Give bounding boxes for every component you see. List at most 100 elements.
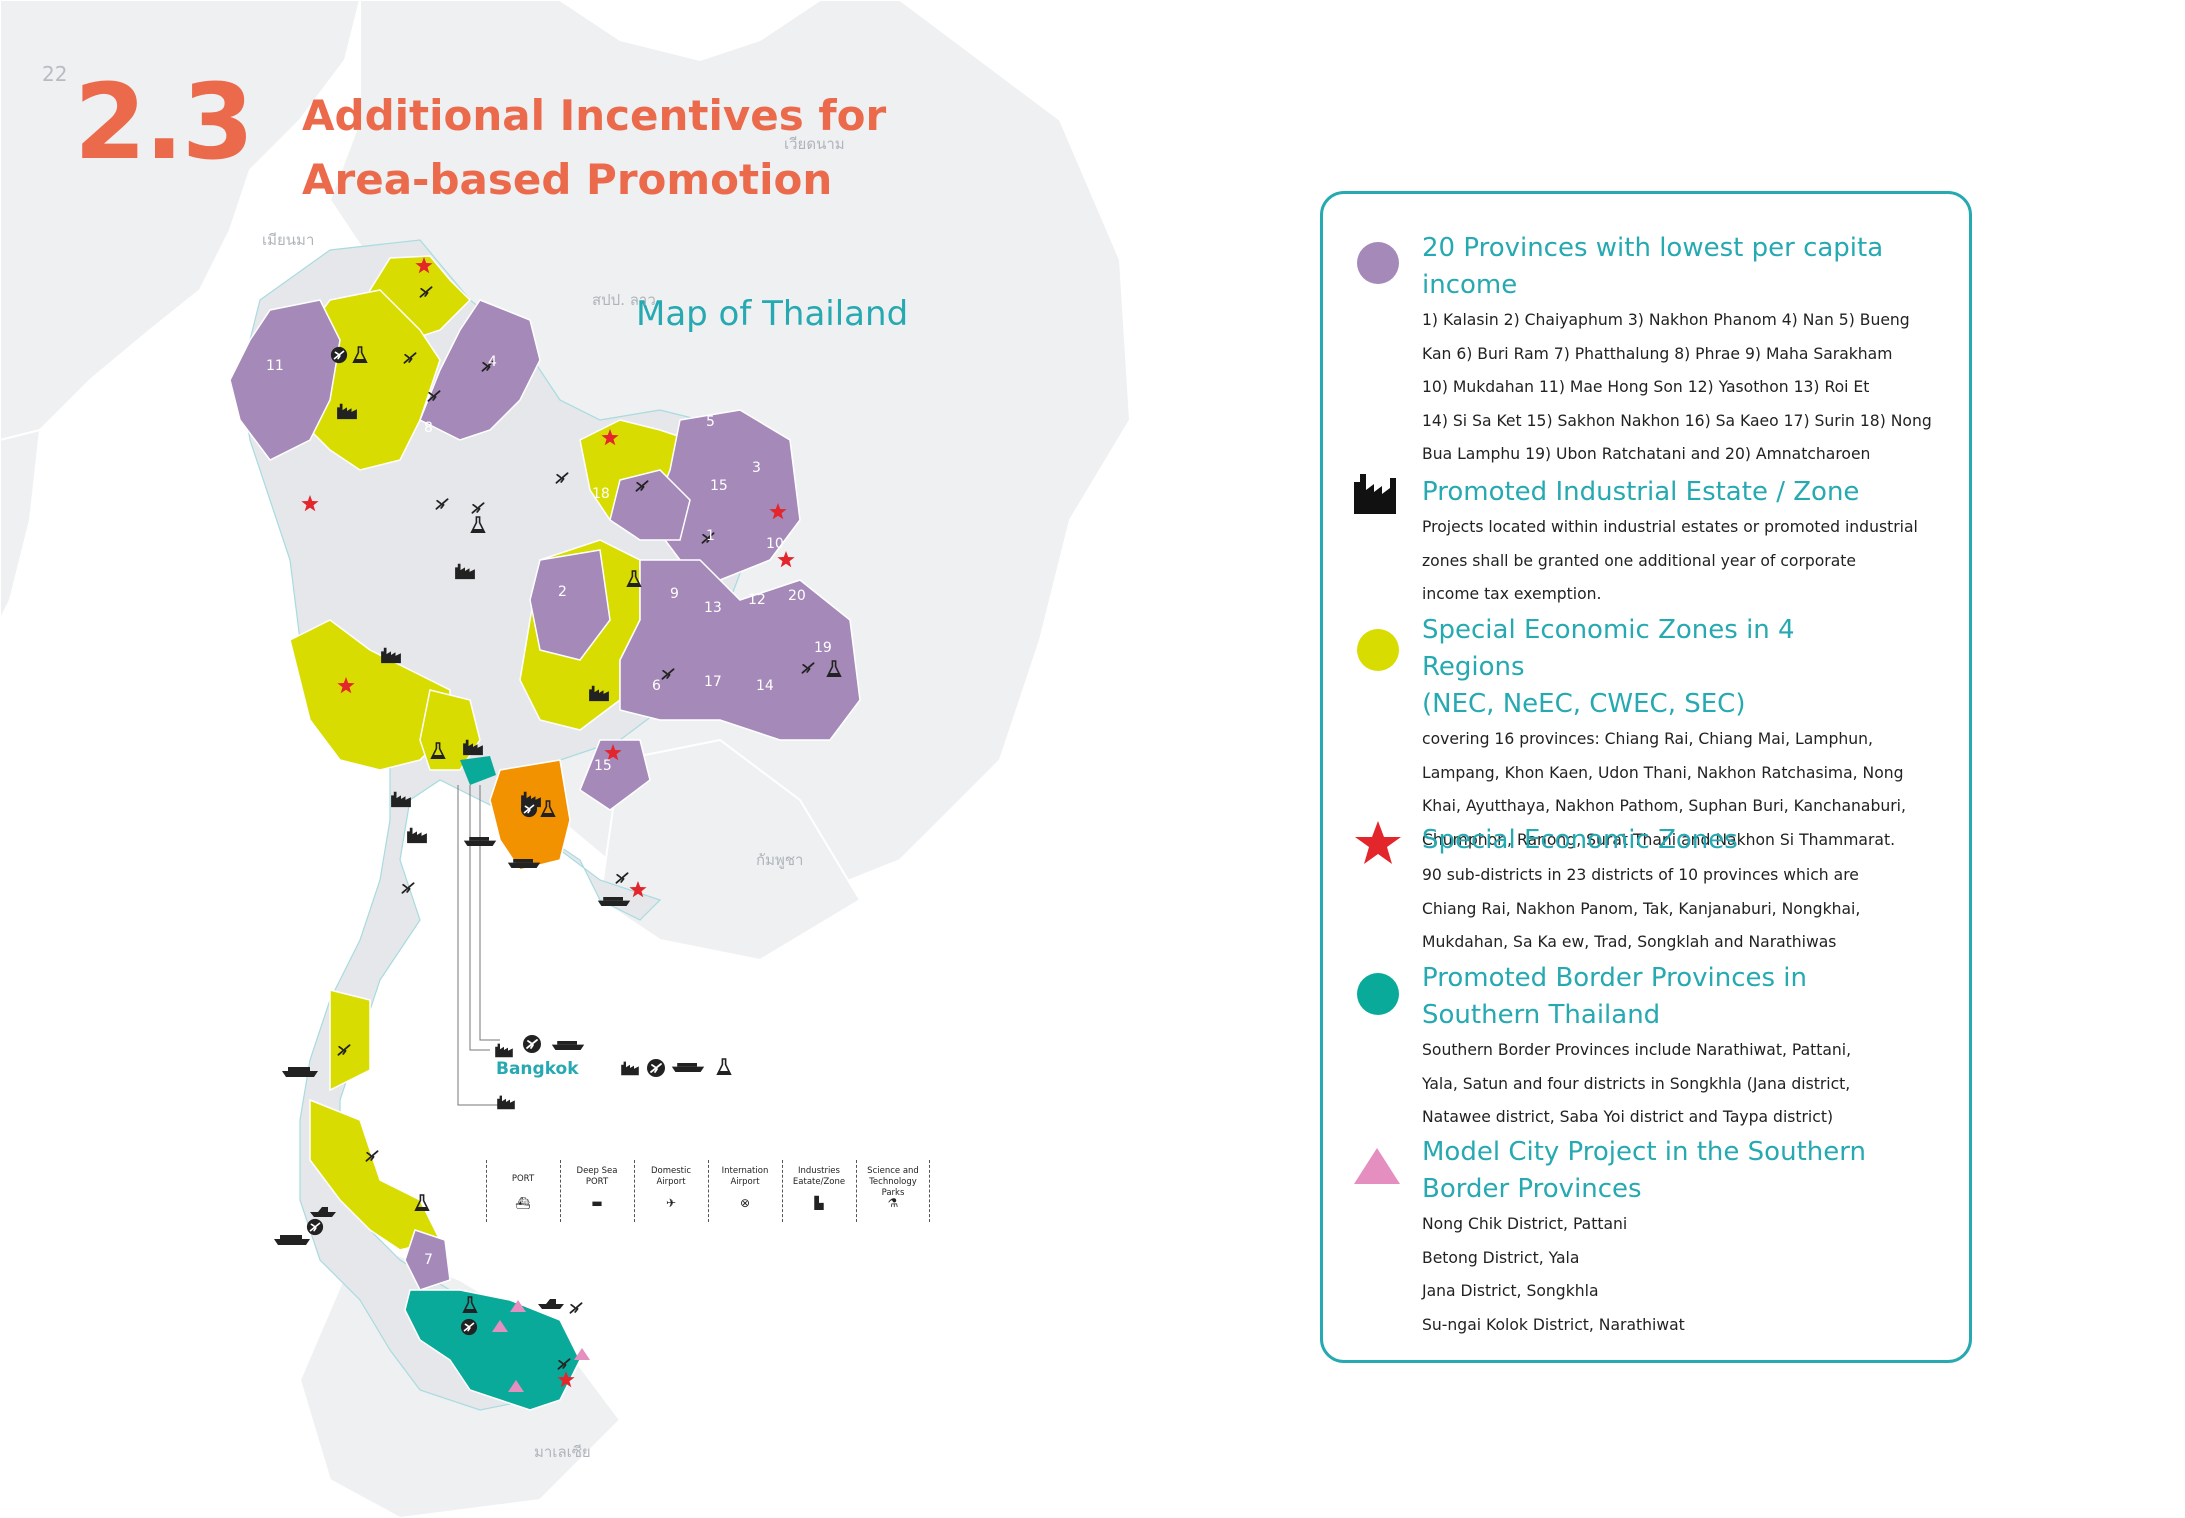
svg-text:18: 18	[592, 486, 610, 502]
section-title-line2: Area-based Promotion	[302, 155, 833, 204]
label-vietnam: เวียดนาม	[784, 135, 845, 153]
section-title: Additional Incentives for Area-based Pro…	[302, 84, 886, 212]
bangkok-region	[460, 756, 496, 785]
legend-text-line: Projects located within industrial estat…	[1422, 518, 1918, 536]
key-industrial: Industries Eatate/Zone ▙	[782, 1160, 855, 1222]
key-deep-sea-port: Deep Sea PORT ▬	[560, 1160, 633, 1222]
label-myanmar: เมียนมา	[262, 231, 315, 249]
legend-text-line: Jana District, Songkhla	[1422, 1282, 1599, 1300]
legend-border-provinces: Promoted Border Provinces in Southern Th…	[1422, 960, 1898, 1135]
legend-text-line: Su-ngai Kolok District, Narathiwat	[1422, 1315, 1685, 1334]
legend-text-line: zones shall be granted one additional ye…	[1422, 551, 1856, 570]
legend-text-line: Kan 6) Buri Ram 7) Phatthalung 8) Phrae …	[1422, 344, 1893, 363]
svg-text:15: 15	[710, 478, 728, 494]
svg-text:8: 8	[424, 420, 433, 436]
svg-text:4: 4	[488, 354, 497, 370]
legend-sez: Special Economic Zones 90 sub-districts …	[1422, 822, 1898, 960]
legend-lowest-income: 20 Provinces with lowest per capita inco…	[1422, 230, 1932, 472]
key-port-label: PORT	[511, 1174, 535, 1184]
province-number-labels: 11 4 8 5 3 18 15 1 10 2 9 13 12 20 19 6 …	[266, 354, 832, 1268]
legend-text-line: 10) Mukdahan 11) Mae Hong Son 12) Yasoth…	[1422, 378, 1870, 396]
legend-text-line: 90 sub-districts in 23 districts of 10 p…	[1422, 866, 1859, 884]
legend-text-line: Khai, Ayutthaya, Nakhon Pathom, Suphan B…	[1422, 797, 1906, 815]
key-science-label-1: Science and	[867, 1166, 919, 1176]
svg-text:5: 5	[706, 414, 715, 430]
svg-text:9: 9	[670, 586, 679, 602]
svg-text:20: 20	[788, 588, 806, 604]
svg-text:6: 6	[652, 678, 661, 694]
key-domestic-label-1: Domestic	[650, 1166, 692, 1176]
plane-icon: ✈	[665, 1196, 677, 1210]
label-cambodia: กัมพูชา	[756, 851, 804, 869]
legend-text-line: Southern Border Provinces include Narath…	[1422, 1041, 1852, 1059]
legend-lowest-income-title-1: 20 Provinces with lowest per capita	[1422, 233, 1884, 263]
legend-lowest-income-title-2: income	[1422, 270, 1518, 300]
factory-icon: ▙	[814, 1196, 824, 1210]
factory-icon	[1354, 474, 1396, 514]
legend-sez-regions-title-2: (NEC, NeEC, CWEC, SEC)	[1422, 689, 1746, 719]
lowest-income-provinces	[229, 299, 861, 1291]
intl-airport-icon: ⊗	[739, 1196, 751, 1210]
label-laos: สปป. ลาว	[592, 291, 656, 309]
legend-sez-regions-title-1: Special Economic Zones in 4 Regions	[1422, 615, 1795, 682]
legend-text-line: 14) Si Sa Ket 15) Sakhon Nakhon 16) Sa K…	[1422, 411, 1932, 430]
purple-circle-icon	[1357, 242, 1399, 284]
legend-text-line: Mukdahan, Sa Ka ew, Trad, Songklah and N…	[1422, 933, 1837, 951]
svg-text:10: 10	[766, 536, 784, 552]
svg-text:13: 13	[704, 600, 722, 616]
legend-text-line: covering 16 provinces: Chiang Rai, Chian…	[1422, 730, 1873, 748]
legend-border-title-1: Promoted Border Provinces in	[1422, 963, 1808, 993]
svg-text:15: 15	[594, 758, 612, 774]
legend-text-line: 1) Kalasin 2) Chaiyaphum 3) Nakhon Phano…	[1422, 311, 1910, 329]
key-industrial-label-2: Eatate/Zone	[792, 1177, 846, 1187]
model-city-markers	[492, 1300, 590, 1392]
map-title: Map of Thailand	[636, 294, 909, 334]
southern-border-region	[404, 1289, 581, 1411]
svg-text:12: 12	[748, 592, 766, 608]
legend-text-line: Betong District, Yala	[1422, 1248, 1580, 1267]
legend-text-line: Chiang Rai, Nakhon Panom, Tak, Kanjanabu…	[1422, 899, 1861, 918]
legend-text-line: Nong Chik District, Pattani	[1422, 1215, 1628, 1233]
page-number: 22	[42, 62, 68, 86]
pink-triangle-icon	[1354, 1148, 1400, 1184]
key-deep-sea-label-2: PORT	[585, 1177, 609, 1187]
svg-text:11: 11	[266, 358, 284, 374]
key-domestic-airport: Domestic Airport ✈	[634, 1160, 707, 1222]
legend-text-line: Yala, Satun and four districts in Songkh…	[1422, 1074, 1851, 1093]
legend-industrial: Promoted Industrial Estate / Zone Projec…	[1422, 474, 1918, 612]
section-title-line1: Additional Incentives for	[302, 91, 887, 140]
legend-sez-regions: Special Economic Zones in 4 Regions (NEC…	[1422, 612, 1906, 857]
bangkok-callout-lines	[457, 785, 500, 1106]
legend-model-city-title-2: Border Provinces	[1422, 1174, 1642, 1204]
svg-text:2: 2	[558, 584, 567, 600]
yellow-circle-icon	[1357, 629, 1399, 671]
legend-model-city-title-1: Model City Project in the Southern	[1422, 1137, 1866, 1167]
neighbor-countries	[0, 0, 1132, 1518]
svg-text:1: 1	[706, 528, 715, 544]
key-deep-sea-label-1: Deep Sea	[576, 1166, 618, 1176]
label-malaysia: มาเลเซีย	[534, 1443, 591, 1461]
legend-sez-title: Special Economic Zones	[1422, 825, 1738, 855]
legend-box	[1320, 191, 1972, 1363]
svg-text:14: 14	[756, 678, 774, 694]
section-number: 2.3	[74, 61, 254, 183]
teal-circle-icon	[1357, 973, 1399, 1015]
legend-text-line: Natawee district, Saba Yoi district and …	[1422, 1108, 1834, 1126]
key-science-park: Science and Technology Parks ⚗	[856, 1160, 930, 1222]
svg-text:7: 7	[424, 1252, 433, 1268]
key-science-label-2: Technology Parks	[869, 1177, 917, 1198]
bangkok-label: Bangkok	[496, 1059, 579, 1079]
legend-text-line: Lampang, Khon Kaen, Udon Thani, Nakhon R…	[1422, 763, 1904, 782]
key-intl-label-1: Internation	[721, 1166, 769, 1176]
svg-text:19: 19	[814, 640, 832, 656]
key-intl-airport: Internation Airport ⊗	[708, 1160, 781, 1222]
map-key: PORT ⛴ Deep Sea PORT ▬ Domestic Airport ✈ …	[486, 1160, 932, 1222]
key-intl-label-2: Airport	[730, 1177, 760, 1187]
flask-icon: ⚗	[887, 1196, 899, 1210]
key-domestic-label-2: Airport	[656, 1177, 686, 1187]
port-icon: ⛴	[515, 1196, 531, 1210]
legend-industrial-title: Promoted Industrial Estate / Zone	[1422, 477, 1860, 507]
legend-text-line: Bua Lamphu 19) Ubon Ratchatani and 20) A…	[1422, 445, 1871, 463]
legend-border-title-2: Southern Thailand	[1422, 1000, 1661, 1030]
svg-text:3: 3	[752, 460, 761, 476]
